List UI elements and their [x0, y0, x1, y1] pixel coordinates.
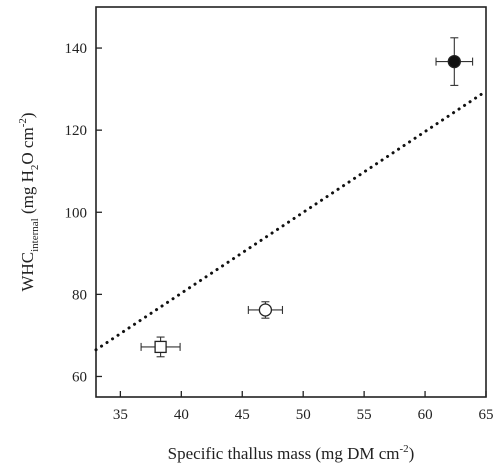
y-tick-label: 120 — [65, 123, 88, 139]
plot-frame — [95, 6, 487, 398]
x-tick-label: 35 — [113, 407, 128, 423]
x-tick-label: 65 — [479, 407, 494, 423]
y-tick-label: 80 — [72, 287, 87, 303]
trendline — [94, 89, 488, 352]
x-tick-label: 45 — [235, 407, 250, 423]
y-axis-label: WHCinternal (mg H2O cm-2) — [17, 112, 41, 291]
x-tick-label: 40 — [174, 407, 189, 423]
x-tick-label: 55 — [357, 407, 372, 423]
ticks-layer: 35 40 45 50 55 60 65 60 80 100 120 140 — [65, 41, 494, 423]
data-point-circle — [447, 54, 461, 69]
x-tick-label: 50 — [296, 407, 311, 423]
y-tick-label: 60 — [72, 369, 87, 385]
trendline-layer — [94, 89, 488, 352]
x-tick-label: 60 — [418, 407, 433, 423]
y-tick-label: 140 — [65, 41, 88, 57]
data-point-circle — [258, 303, 273, 317]
points-layer — [140, 37, 474, 358]
y-tick-label: 100 — [65, 205, 88, 221]
x-axis-label: Specific thallus mass (mg DM cm-2) — [168, 443, 415, 463]
data-point-square — [154, 340, 167, 354]
